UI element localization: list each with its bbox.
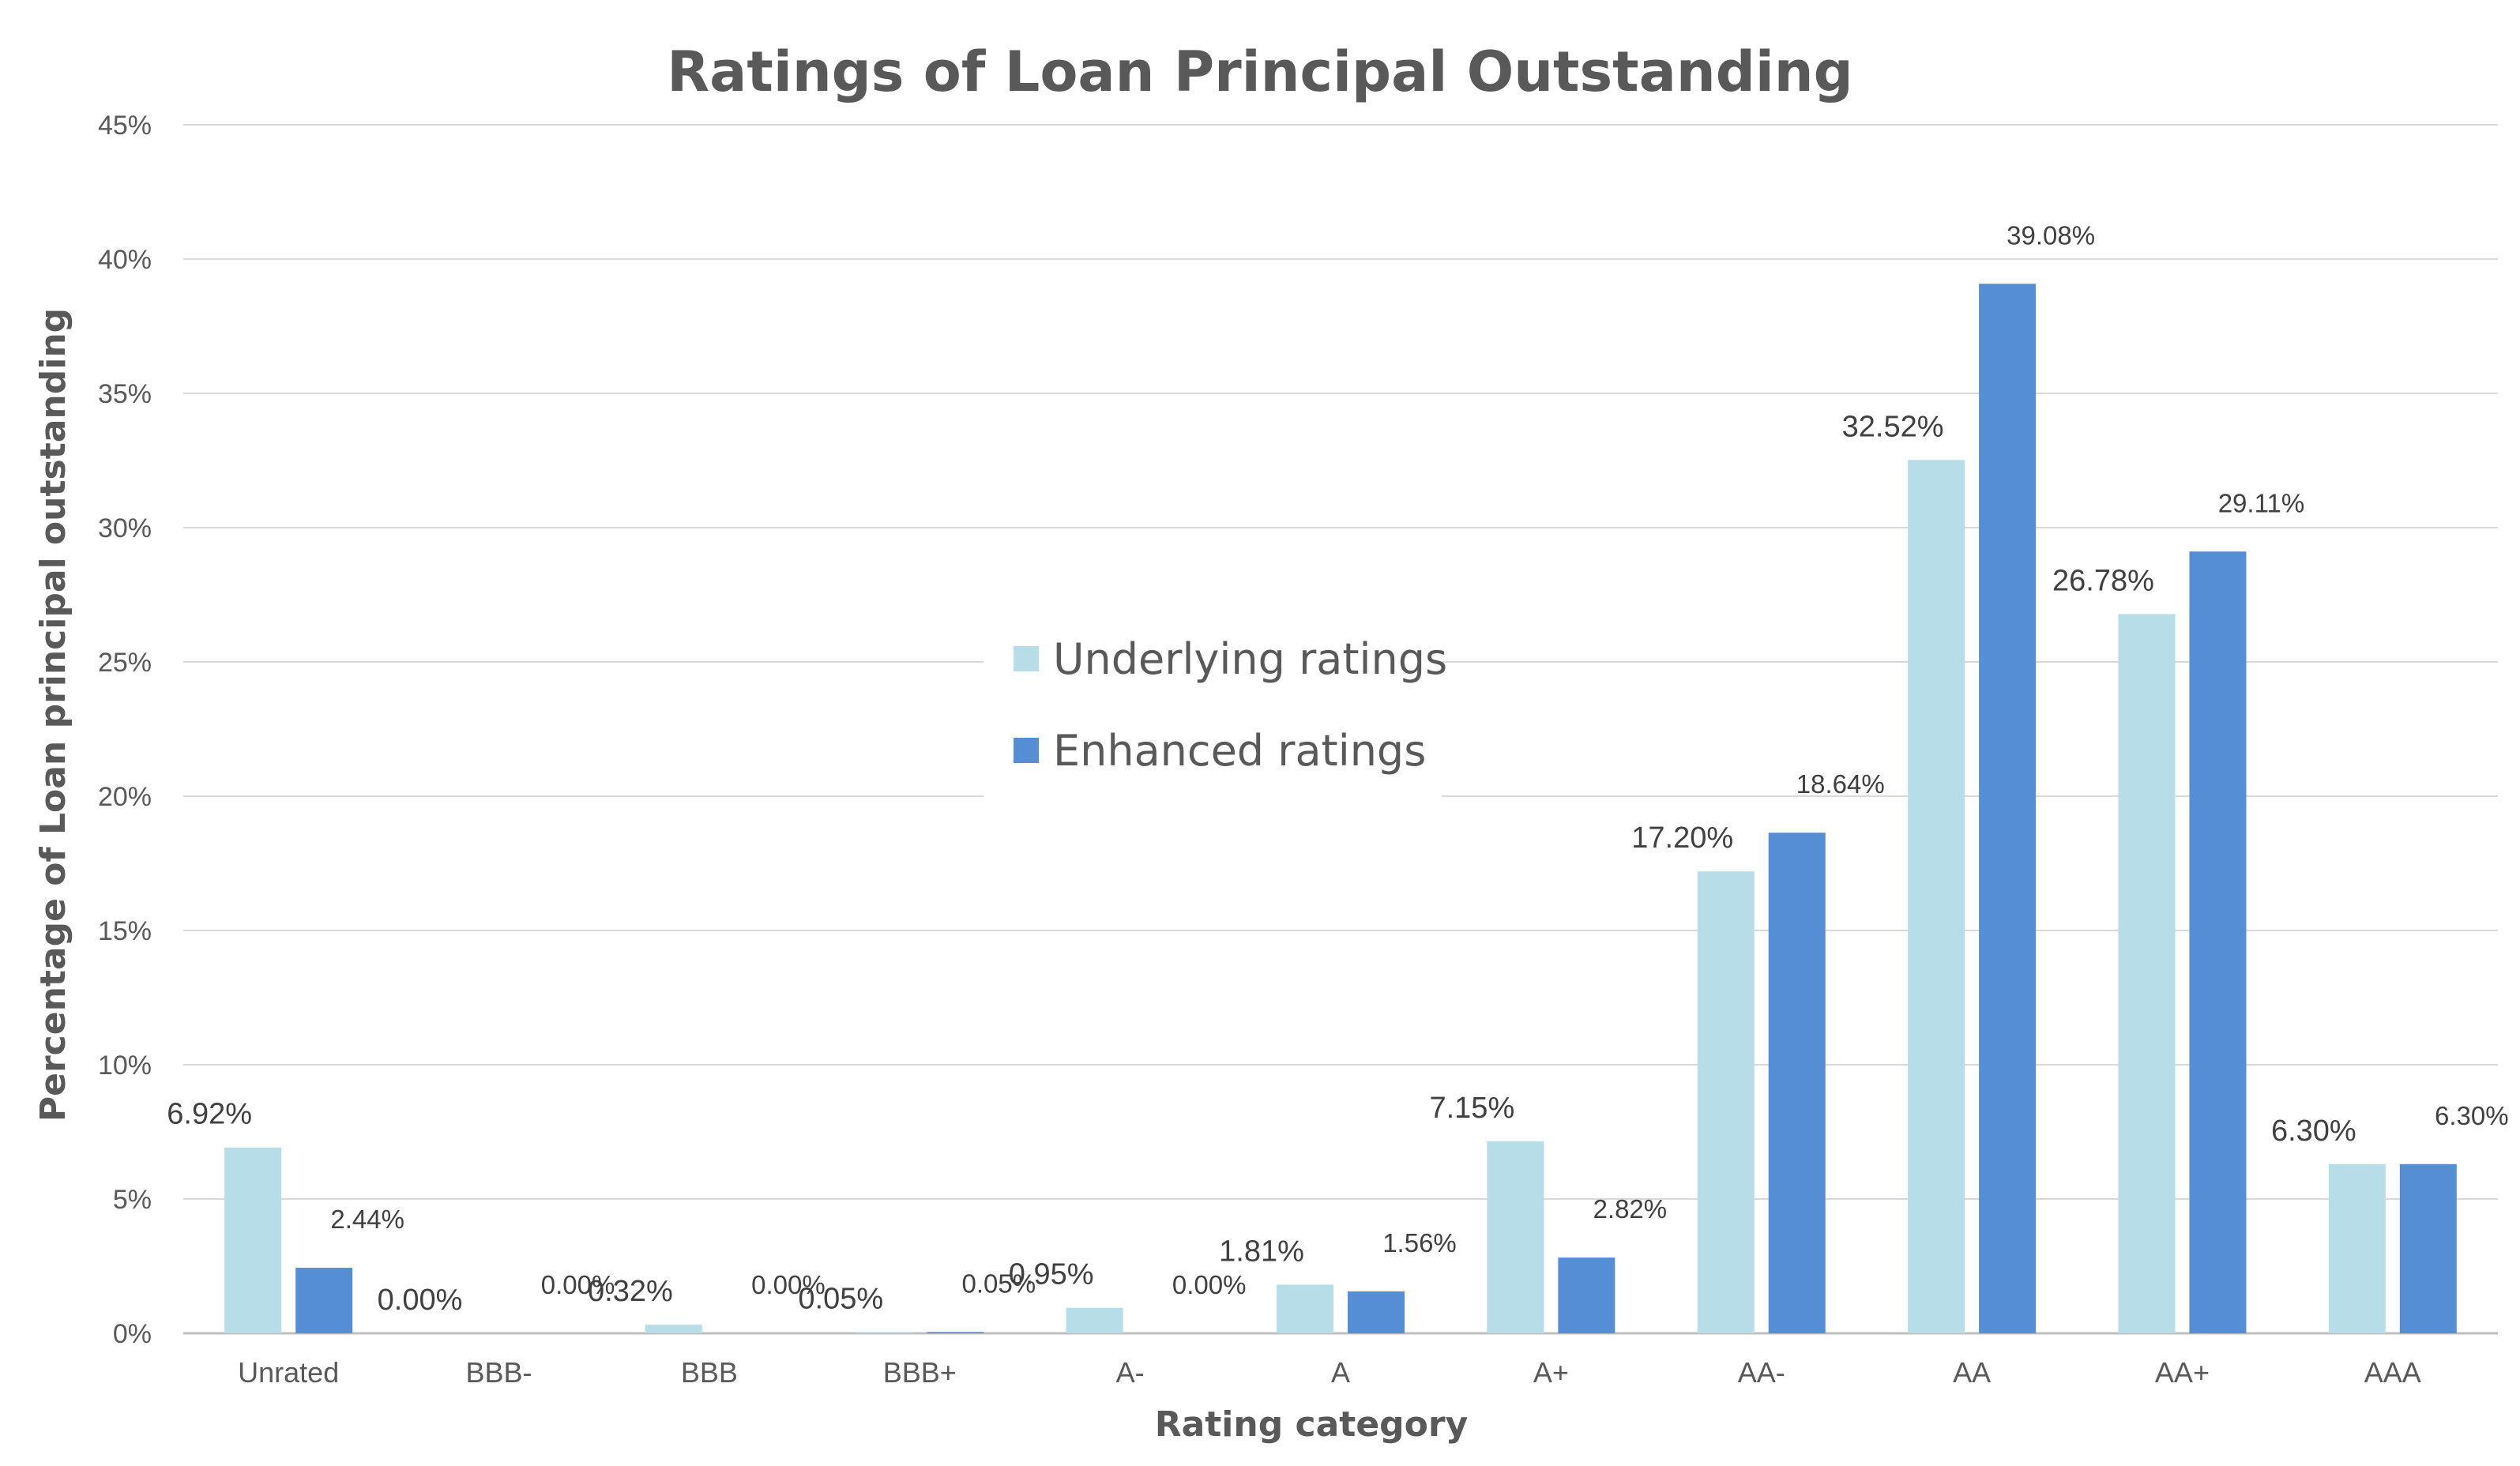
data-label-underlying: 26.78% (2052, 564, 2154, 597)
x-axis-title: Rating category (1155, 1404, 1469, 1445)
data-label-underlying: 6.30% (2271, 1115, 2356, 1148)
y-tick-label: 30% (98, 513, 152, 543)
bar-enhanced (1979, 284, 2037, 1333)
y-axis-title: Percentage of Loan principal outstanding (33, 308, 73, 1122)
legend-swatch-underlying (1014, 646, 1039, 671)
data-label-enhanced: 0.00% (541, 1270, 615, 1299)
data-label-underlying: 0.05% (798, 1282, 883, 1315)
y-tick-label: 5% (113, 1185, 152, 1215)
bars (224, 284, 2457, 1333)
chart-title: Ratings of Loan Principal Outstanding (667, 39, 1853, 104)
y-tick-label: 0% (113, 1319, 152, 1349)
x-tick-label: BBB (681, 1356, 738, 1389)
bar-enhanced (1348, 1291, 1405, 1333)
data-label-underlying: 0.32% (588, 1275, 673, 1308)
legend-label-enhanced: Enhanced ratings (1053, 726, 1426, 776)
data-label-enhanced: 0.00% (1172, 1270, 1247, 1299)
x-tick-label: Unrated (238, 1356, 339, 1389)
bar-enhanced (1768, 833, 1826, 1333)
x-axis-ticks: Unrated BBB- BBB BBB+ A- A A+ AA- AA AA+ AAA (238, 1356, 2421, 1389)
bar-underlying (1487, 1141, 1544, 1333)
gridlines (183, 124, 2498, 1335)
bar-enhanced (2189, 551, 2247, 1333)
legend-swatch-enhanced (1014, 738, 1039, 763)
bar-underlying (1277, 1284, 1333, 1333)
bar-underlying (2328, 1163, 2386, 1333)
data-label-underlying: 17.20% (1631, 821, 1733, 855)
data-label-enhanced: 6.30% (2435, 1101, 2509, 1130)
data-labels: 6.92%2.44%0.00% 0.00%0.32% 0.00%0.05% 0.05%… (167, 220, 2508, 1317)
x-tick-label: AA (1953, 1356, 1991, 1389)
data-label-underlying: 1.81% (1219, 1235, 1304, 1268)
bar-enhanced (2399, 1163, 2457, 1333)
x-tick-label: BBB- (466, 1356, 532, 1389)
bar-underlying (1908, 460, 1965, 1333)
y-axis-ticks: 0% 5% 10% 15% 20% 25% 30% 35% 40% 45% (98, 111, 152, 1349)
data-label-enhanced: 0.00% (751, 1270, 826, 1299)
data-label-underlying: 32.52% (1842, 410, 1944, 443)
y-tick-label: 20% (98, 782, 152, 812)
y-tick-label: 25% (98, 648, 152, 678)
bar-enhanced (1558, 1257, 1615, 1333)
data-label-underlying: 0.00% (378, 1284, 463, 1317)
legend-label-underlying: Underlying ratings (1053, 634, 1447, 684)
legend: Underlying ratings Enhanced ratings (984, 624, 1447, 798)
x-tick-label: A+ (1533, 1356, 1569, 1389)
bar-underlying (224, 1147, 282, 1333)
bar-underlying (1066, 1307, 1123, 1333)
data-label-enhanced: 2.44% (330, 1205, 404, 1234)
bar-enhanced (927, 1332, 984, 1333)
y-tick-label: 15% (98, 916, 152, 946)
bar-enhanced (295, 1268, 353, 1333)
y-tick-label: 45% (98, 111, 152, 141)
data-label-underlying: 6.92% (167, 1098, 252, 1131)
data-label-enhanced: 2.82% (1593, 1194, 1668, 1224)
bar-underlying (2118, 614, 2176, 1333)
x-tick-label: AA+ (2155, 1356, 2210, 1389)
y-tick-label: 10% (98, 1051, 152, 1081)
data-label-underlying: 0.95% (1009, 1258, 1094, 1291)
bar-underlying (1697, 871, 1755, 1333)
y-tick-label: 35% (98, 379, 152, 409)
x-tick-label: BBB+ (883, 1356, 957, 1389)
x-tick-label: AAA (2364, 1356, 2421, 1389)
y-tick-label: 40% (98, 245, 152, 275)
bar-underlying (856, 1332, 913, 1333)
data-label-enhanced: 39.08% (2007, 220, 2095, 250)
data-label-enhanced: 18.64% (1796, 769, 1885, 799)
data-label-underlying: 7.15% (1429, 1092, 1514, 1125)
bar-underlying (645, 1325, 702, 1333)
data-label-enhanced: 0.05% (961, 1269, 1036, 1298)
x-tick-label: AA- (1738, 1356, 1785, 1389)
data-label-enhanced: 29.11% (2218, 488, 2304, 517)
data-label-enhanced: 1.56% (1382, 1228, 1457, 1257)
x-tick-label: A (1331, 1356, 1350, 1389)
x-tick-label: A- (1116, 1356, 1145, 1389)
